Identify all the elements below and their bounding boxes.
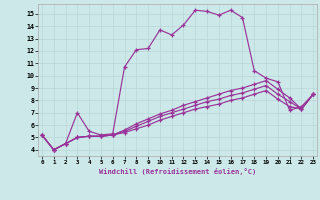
X-axis label: Windchill (Refroidissement éolien,°C): Windchill (Refroidissement éolien,°C) <box>99 168 256 175</box>
